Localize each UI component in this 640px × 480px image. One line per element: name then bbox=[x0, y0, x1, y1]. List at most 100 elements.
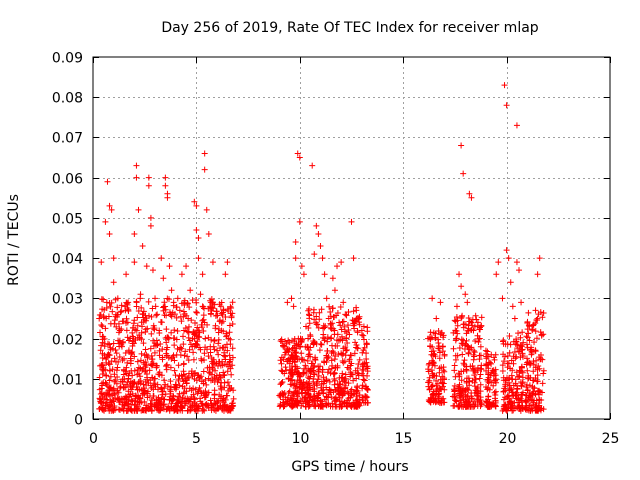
data-point bbox=[433, 315, 440, 322]
data-point bbox=[195, 255, 202, 262]
data-point bbox=[167, 311, 174, 318]
data-point bbox=[318, 380, 325, 387]
data-point bbox=[336, 381, 343, 388]
data-point bbox=[295, 399, 302, 406]
data-point bbox=[531, 339, 538, 346]
data-point bbox=[310, 393, 317, 400]
data-point bbox=[161, 401, 168, 408]
data-point bbox=[103, 396, 110, 403]
data-point bbox=[533, 317, 540, 324]
data-point bbox=[331, 398, 338, 405]
data-point bbox=[452, 327, 459, 334]
data-point bbox=[228, 304, 235, 311]
data-point bbox=[128, 351, 135, 358]
data-point bbox=[318, 387, 325, 394]
data-point bbox=[150, 343, 157, 350]
data-point bbox=[478, 400, 485, 407]
x-tick-label: 5 bbox=[192, 431, 201, 447]
data-point bbox=[354, 345, 361, 352]
data-point bbox=[145, 406, 152, 413]
data-point bbox=[197, 374, 204, 381]
data-point bbox=[118, 302, 125, 309]
data-point bbox=[429, 295, 436, 302]
data-point bbox=[286, 346, 293, 353]
data-point bbox=[287, 402, 294, 409]
data-point bbox=[148, 330, 155, 337]
data-point bbox=[177, 313, 184, 320]
data-point bbox=[461, 361, 468, 368]
data-point bbox=[176, 307, 183, 314]
data-point bbox=[428, 348, 435, 355]
data-point bbox=[475, 390, 482, 397]
data-point bbox=[297, 383, 304, 390]
data-point bbox=[119, 396, 126, 403]
data-point bbox=[201, 166, 208, 173]
data-point bbox=[154, 311, 161, 318]
data-point bbox=[296, 384, 303, 391]
data-point bbox=[364, 394, 371, 401]
data-point bbox=[477, 352, 484, 359]
data-point bbox=[315, 372, 322, 379]
data-point bbox=[153, 312, 160, 319]
data-point bbox=[453, 398, 460, 405]
data-point bbox=[339, 402, 346, 409]
data-point bbox=[143, 263, 150, 270]
data-point bbox=[207, 397, 214, 404]
data-point bbox=[220, 306, 227, 313]
data-point bbox=[164, 334, 171, 341]
data-point bbox=[172, 403, 179, 410]
data-point bbox=[332, 352, 339, 359]
data-point bbox=[316, 347, 323, 354]
data-point bbox=[436, 343, 443, 350]
data-point bbox=[458, 336, 465, 343]
data-point bbox=[145, 388, 152, 395]
data-point bbox=[173, 304, 180, 311]
data-point bbox=[120, 355, 127, 362]
data-point bbox=[100, 333, 107, 340]
data-point bbox=[133, 299, 140, 306]
data-point bbox=[106, 405, 113, 412]
data-point bbox=[295, 371, 302, 378]
data-point bbox=[193, 296, 199, 303]
data-point bbox=[109, 308, 116, 315]
data-point bbox=[154, 381, 161, 388]
data-point bbox=[197, 346, 204, 353]
data-point bbox=[339, 378, 346, 385]
data-point bbox=[191, 396, 198, 403]
data-point bbox=[140, 340, 147, 347]
data-point bbox=[125, 388, 132, 395]
data-point bbox=[439, 373, 446, 380]
data-point bbox=[107, 303, 114, 310]
data-point bbox=[208, 400, 215, 407]
data-point bbox=[97, 347, 104, 354]
data-point bbox=[499, 295, 506, 302]
data-point bbox=[229, 362, 236, 369]
data-point bbox=[162, 182, 169, 189]
data-point bbox=[202, 376, 209, 383]
data-point bbox=[316, 316, 323, 323]
data-point bbox=[126, 370, 133, 377]
data-point bbox=[318, 341, 325, 348]
data-point bbox=[207, 370, 214, 377]
data-point bbox=[135, 307, 142, 314]
data-point bbox=[336, 319, 343, 326]
data-point bbox=[284, 400, 291, 407]
data-point bbox=[161, 312, 168, 319]
data-point bbox=[211, 374, 218, 381]
data-point bbox=[359, 385, 366, 392]
data-point bbox=[472, 338, 479, 345]
data-point bbox=[353, 304, 360, 311]
data-point bbox=[477, 365, 484, 372]
data-point bbox=[364, 365, 371, 372]
data-point bbox=[229, 299, 236, 306]
data-point bbox=[129, 384, 136, 391]
data-point bbox=[153, 396, 160, 403]
data-point bbox=[433, 373, 440, 380]
data-point bbox=[142, 312, 149, 319]
data-point bbox=[164, 194, 171, 201]
data-point bbox=[523, 355, 530, 362]
data-point bbox=[451, 382, 458, 389]
data-point bbox=[534, 271, 541, 278]
data-point bbox=[177, 344, 184, 351]
data-point bbox=[166, 263, 173, 270]
